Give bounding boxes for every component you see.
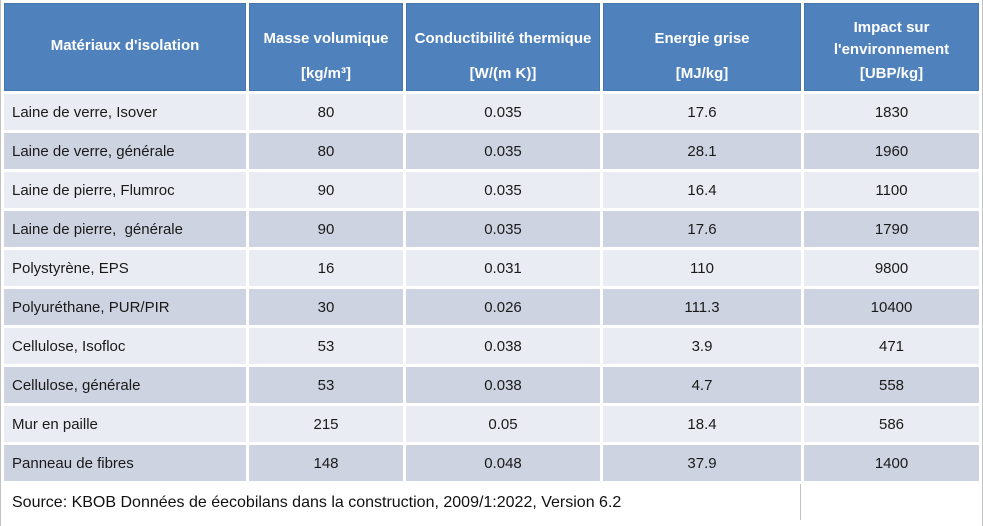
source-empty-cell	[804, 484, 979, 520]
conductibilite-value: 0.05	[406, 406, 600, 442]
column-header-label: Conductibilité thermique	[414, 29, 592, 47]
conductibilite-value: 0.038	[406, 328, 600, 364]
impact-value: 10400	[804, 289, 979, 325]
impact-value: 1830	[804, 94, 979, 130]
column-header-unit: [kg/m³]	[301, 65, 351, 82]
table-row: Polyuréthane, PUR/PIR 30 0.026 111.3 104…	[4, 289, 979, 325]
energie-grise-value: 4.7	[603, 367, 801, 403]
masse-volumique-value: 30	[249, 289, 403, 325]
column-header-energie-grise: Energie grise [MJ/kg]	[603, 3, 801, 91]
source-row: Source: KBOB Données de éecobilans dans …	[4, 484, 979, 520]
table-row: Cellulose, Isofloc 53 0.038 3.9 471	[4, 328, 979, 364]
masse-volumique-value: 80	[249, 94, 403, 130]
impact-value: 586	[804, 406, 979, 442]
energie-grise-value: 3.9	[603, 328, 801, 364]
column-header-impact-environnement: Impact sur l'environnement [UBP/kg]	[804, 3, 979, 91]
header-row: Matériaux d'isolation Masse volumique [k…	[4, 3, 979, 91]
column-header-inner: Conductibilité thermique [W/(m K)]	[407, 4, 599, 90]
impact-value: 558	[804, 367, 979, 403]
impact-value: 471	[804, 328, 979, 364]
impact-value: 1960	[804, 133, 979, 169]
material-name-cell: Laine de pierre, générale	[4, 211, 246, 247]
conductibilite-value: 0.035	[406, 211, 600, 247]
column-header-masse-volumique: Masse volumique [kg/m³]	[249, 3, 403, 91]
conductibilite-value: 0.031	[406, 250, 600, 286]
energie-grise-value: 16.4	[603, 172, 801, 208]
column-header-inner: Matériaux d'isolation	[5, 4, 245, 90]
conductibilite-value: 0.038	[406, 367, 600, 403]
masse-volumique-value: 90	[249, 172, 403, 208]
impact-value: 1400	[804, 445, 979, 481]
conductibilite-value: 0.035	[406, 94, 600, 130]
column-header-inner: Impact sur l'environnement [UBP/kg]	[805, 4, 978, 90]
table-row: Mur en paille 215 0.05 18.4 586	[4, 406, 979, 442]
energie-grise-value: 110	[603, 250, 801, 286]
masse-volumique-value: 53	[249, 367, 403, 403]
column-header-unit: [W/(m K)]	[469, 65, 537, 82]
masse-volumique-value: 53	[249, 328, 403, 364]
material-name-cell: Polystyrène, EPS	[4, 250, 246, 286]
table-row: Laine de pierre, générale 90 0.035 17.6 …	[4, 211, 979, 247]
material-name-cell: Laine de verre, générale	[4, 133, 246, 169]
material-name-cell: Cellulose, générale	[4, 367, 246, 403]
material-name-cell: Cellulose, Isofloc	[4, 328, 246, 364]
energie-grise-value: 111.3	[603, 289, 801, 325]
masse-volumique-value: 148	[249, 445, 403, 481]
column-header-inner: Energie grise [MJ/kg]	[604, 4, 800, 90]
material-name-cell: Mur en paille	[4, 406, 246, 442]
table-row: Laine de verre, Isover 80 0.035 17.6 183…	[4, 94, 979, 130]
impact-value: 1100	[804, 172, 979, 208]
column-header-unit: [UBP/kg]	[859, 65, 924, 82]
table-row: Cellulose, générale 53 0.038 4.7 558	[4, 367, 979, 403]
masse-volumique-value: 90	[249, 211, 403, 247]
source-cell: Source: KBOB Données de éecobilans dans …	[4, 484, 801, 520]
material-name-cell: Polyuréthane, PUR/PIR	[4, 289, 246, 325]
material-name-cell: Laine de verre, Isover	[4, 94, 246, 130]
column-header-label: Energie grise	[654, 29, 750, 47]
column-header-label: Masse volumique	[263, 29, 389, 47]
conductibilite-value: 0.035	[406, 172, 600, 208]
energie-grise-value: 37.9	[603, 445, 801, 481]
column-header-label: Impact sur l'environnement	[833, 18, 950, 58]
conductibilite-value: 0.048	[406, 445, 600, 481]
material-name-cell: Laine de pierre, Flumroc	[4, 172, 246, 208]
impact-value: 1790	[804, 211, 979, 247]
impact-value: 9800	[804, 250, 979, 286]
column-header-unit: [MJ/kg]	[675, 65, 729, 82]
conductibilite-value: 0.026	[406, 289, 600, 325]
column-header-label: Matériaux d'isolation	[50, 37, 200, 55]
masse-volumique-value: 16	[249, 250, 403, 286]
table-row: Laine de pierre, Flumroc 90 0.035 16.4 1…	[4, 172, 979, 208]
masse-volumique-value: 215	[249, 406, 403, 442]
masse-volumique-value: 80	[249, 133, 403, 169]
energie-grise-value: 28.1	[603, 133, 801, 169]
energie-grise-value: 17.6	[603, 211, 801, 247]
table-row: Panneau de fibres 148 0.048 37.9 1400	[4, 445, 979, 481]
energie-grise-value: 18.4	[603, 406, 801, 442]
energie-grise-value: 17.6	[603, 94, 801, 130]
table-row: Laine de verre, générale 80 0.035 28.1 1…	[4, 133, 979, 169]
column-header-materiaux: Matériaux d'isolation	[4, 3, 246, 91]
table-row: Polystyrène, EPS 16 0.031 110 9800	[4, 250, 979, 286]
column-header-inner: Masse volumique [kg/m³]	[250, 4, 402, 90]
column-header-conductibilite-thermique: Conductibilité thermique [W/(m K)]	[406, 3, 600, 91]
material-name-cell: Panneau de fibres	[4, 445, 246, 481]
conductibilite-value: 0.035	[406, 133, 600, 169]
